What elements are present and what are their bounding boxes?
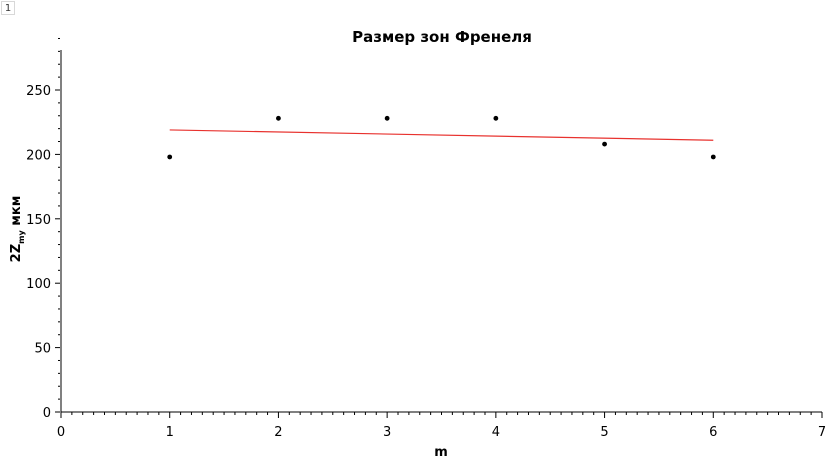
x-tick-label: 2: [274, 425, 282, 440]
y-tick-label: 100: [26, 277, 51, 292]
data-point: [493, 115, 499, 121]
chart-title: Размер зон Френеля: [352, 28, 532, 46]
y-tick-label: 0: [43, 406, 51, 421]
x-tick-label: 3: [383, 425, 391, 440]
y-axis-label-unit: мкм: [9, 196, 24, 231]
data-point: [602, 141, 607, 147]
trendline: [169, 129, 714, 141]
page-number-tag: 1: [1, 1, 15, 15]
y-axis-label: 2Zmy мкм: [9, 196, 26, 263]
data-point: [276, 115, 281, 121]
y-axis-label-subscript: my: [17, 230, 26, 244]
x-axis-label: m: [434, 445, 448, 460]
x-tick-label: 6: [709, 425, 717, 440]
data-point: [384, 115, 390, 121]
data-point: [167, 154, 173, 160]
y-tick-label: 250: [26, 84, 51, 99]
y-tick-label: 50: [34, 342, 51, 357]
x-tick-label: 7: [818, 425, 826, 440]
y-axis-label-prefix: 2Z: [9, 244, 24, 262]
data-point: [710, 154, 716, 160]
x-tick-label: 5: [600, 425, 608, 440]
x-tick-label: 1: [166, 425, 174, 440]
x-tick-label: 0: [57, 425, 65, 440]
x-tick-label: 4: [492, 425, 500, 440]
y-tick-label: 150: [26, 213, 51, 228]
y-tick-label: 200: [26, 148, 51, 163]
